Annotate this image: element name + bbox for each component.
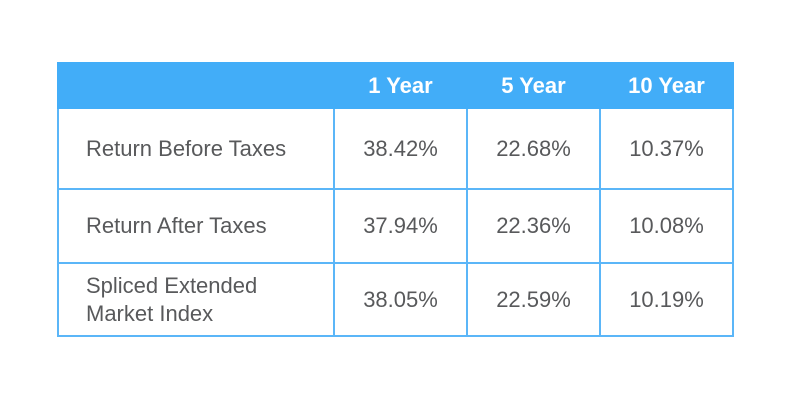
table-row-return-before-taxes: Return Before Taxes 38.42% 22.68% 10.37% xyxy=(57,107,734,190)
header-cell-1-year: 1 Year xyxy=(333,62,468,109)
row-label: Return After Taxes xyxy=(57,188,335,264)
table-row-spliced-extended-market-index: Spliced Extended Market Index 38.05% 22.… xyxy=(57,262,734,337)
returns-table: 1 Year 5 Year 10 Year Return Before Taxe… xyxy=(57,62,734,337)
header-cell-5-year: 5 Year xyxy=(466,62,601,109)
value-cell: 10.08% xyxy=(599,188,734,264)
value-cell: 22.59% xyxy=(466,262,601,337)
value-cell: 22.68% xyxy=(466,107,601,190)
value-cell: 10.19% xyxy=(599,262,734,337)
header-cell-10-year: 10 Year xyxy=(599,62,734,109)
table-header-row: 1 Year 5 Year 10 Year xyxy=(57,62,734,109)
header-cell-blank xyxy=(57,62,335,109)
row-label: Return Before Taxes xyxy=(57,107,335,190)
row-label: Spliced Extended Market Index xyxy=(57,262,335,337)
value-cell: 22.36% xyxy=(466,188,601,264)
table-row-return-after-taxes: Return After Taxes 37.94% 22.36% 10.08% xyxy=(57,188,734,264)
value-cell: 38.05% xyxy=(333,262,468,337)
value-cell: 37.94% xyxy=(333,188,468,264)
value-cell: 10.37% xyxy=(599,107,734,190)
value-cell: 38.42% xyxy=(333,107,468,190)
